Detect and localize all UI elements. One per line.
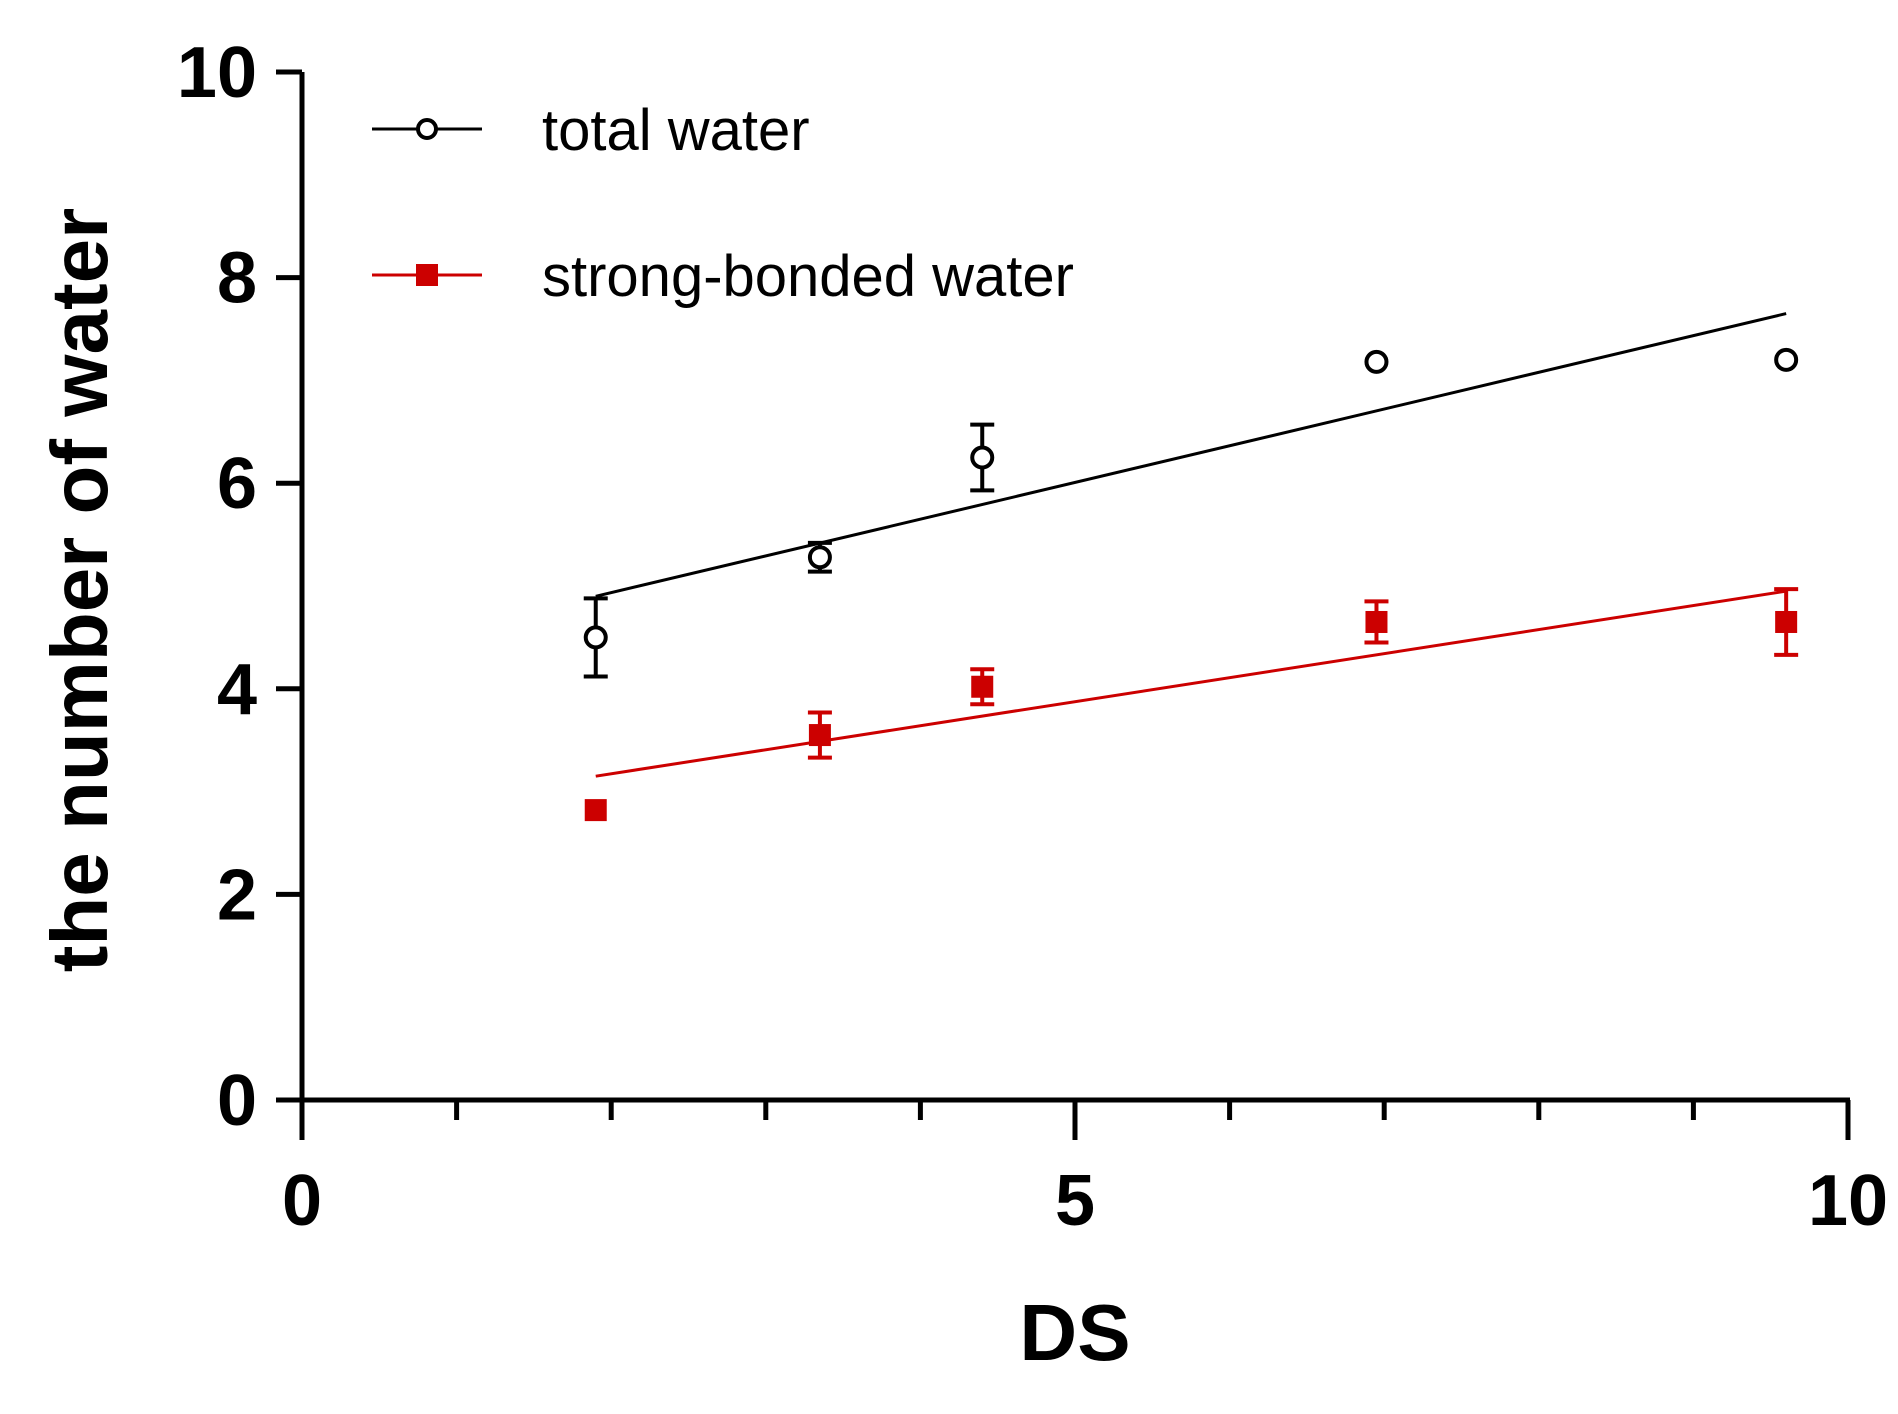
x-tick-label: 10 bbox=[1808, 1161, 1888, 1241]
data-point bbox=[971, 675, 994, 698]
data-point bbox=[1775, 610, 1798, 633]
x-ticks: 0 5 10 bbox=[282, 1100, 1888, 1241]
legend-label-strong-bonded-water: strong-bonded water bbox=[542, 244, 1074, 309]
legend-item-total-water: total water bbox=[372, 98, 810, 163]
x-tick-label: 5 bbox=[1055, 1161, 1095, 1241]
data-point bbox=[584, 799, 607, 822]
fit-lines bbox=[595, 312, 1787, 778]
legend-item-strong-bonded-water: strong-bonded water bbox=[372, 244, 1074, 309]
fit-line-total-water bbox=[595, 312, 1787, 598]
series-strong-bonded-water bbox=[584, 587, 1799, 822]
data-series bbox=[583, 347, 1799, 822]
y-tick-label: 4 bbox=[217, 650, 257, 730]
x-axis-title: DS bbox=[1019, 1288, 1130, 1377]
data-point bbox=[808, 724, 831, 747]
data-point bbox=[1774, 347, 1799, 372]
legend-marker-total-water bbox=[416, 118, 438, 140]
data-point bbox=[807, 545, 832, 570]
y-tick-label: 0 bbox=[217, 1061, 257, 1141]
series-total-water bbox=[583, 347, 1799, 679]
x-tick-label: 0 bbox=[282, 1161, 322, 1241]
data-point bbox=[583, 625, 608, 650]
y-axis-title: the number of water bbox=[35, 208, 124, 973]
fit-line-strong-bonded-water bbox=[595, 589, 1787, 778]
y-tick-label: 6 bbox=[217, 444, 257, 524]
data-point bbox=[1364, 349, 1389, 374]
y-tick-label: 2 bbox=[217, 855, 257, 935]
axes: 0 2 4 6 8 10 0 5 10 bbox=[177, 33, 1888, 1241]
legend-label-total-water: total water bbox=[542, 98, 810, 163]
legend: total water strong-bonded water bbox=[372, 98, 1074, 309]
legend-marker-strong-bonded-water bbox=[416, 264, 438, 286]
y-tick-label: 10 bbox=[177, 33, 257, 113]
y-tick-label: 8 bbox=[217, 239, 257, 319]
data-point bbox=[1365, 610, 1388, 633]
y-ticks: 0 2 4 6 8 10 bbox=[177, 33, 302, 1141]
data-point bbox=[970, 445, 995, 470]
